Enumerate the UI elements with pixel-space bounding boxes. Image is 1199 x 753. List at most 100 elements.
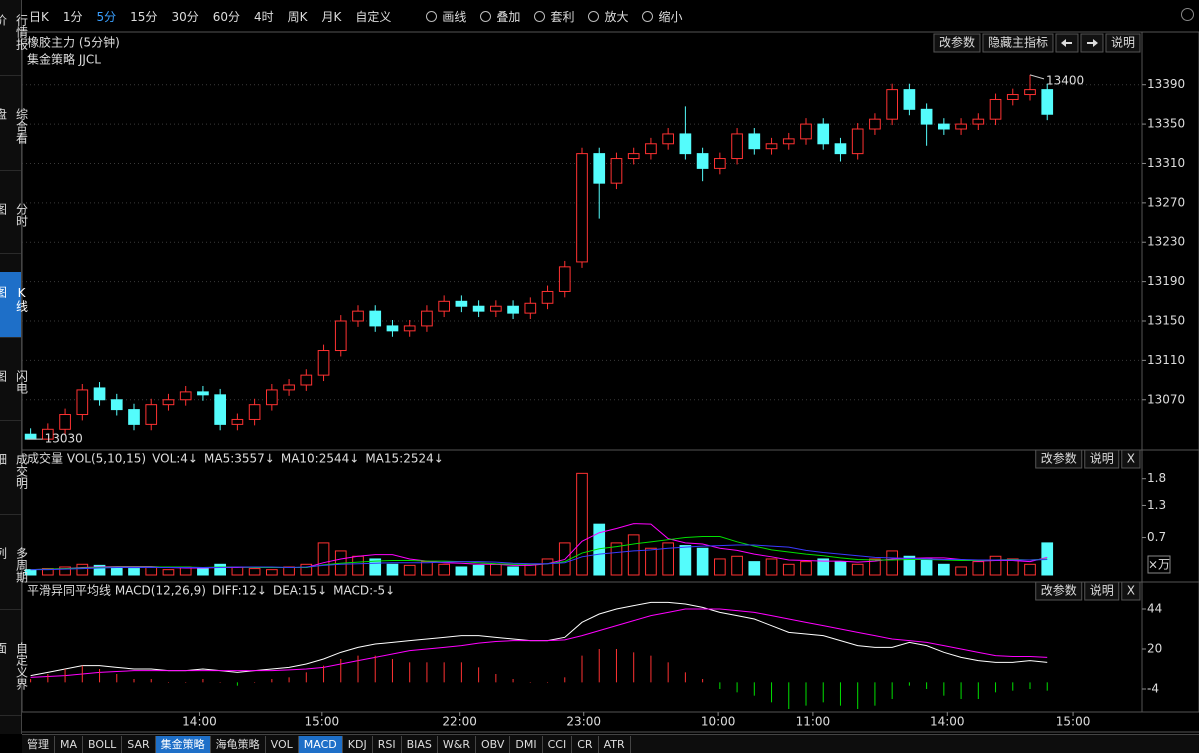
candle-body — [352, 310, 364, 322]
tool-button[interactable]: 叠加 — [480, 8, 520, 25]
button-box — [1035, 449, 1083, 469]
side-tab[interactable]: 综合看盘 — [0, 94, 29, 171]
indicator-tab[interactable]: 集金策略 — [155, 735, 211, 753]
panel-button[interactable]: 改参数 — [1035, 449, 1083, 469]
period-button[interactable]: 4时 — [254, 9, 274, 24]
period-button[interactable]: 5分 — [96, 9, 117, 24]
side-tab[interactable]: 闪电图 — [0, 356, 29, 421]
period-button[interactable]: 月K — [321, 9, 342, 24]
panel-button[interactable]: 说明 — [1105, 33, 1141, 53]
arrow-icon — [1060, 39, 1072, 47]
panel-button[interactable]: X — [1121, 449, 1141, 469]
side-tab[interactable]: 分时图 — [0, 189, 29, 254]
tool-button[interactable]: 放大 — [588, 8, 628, 25]
candle-body — [714, 158, 726, 169]
y-tick-label: 20 — [1147, 642, 1162, 656]
side-tab[interactable]: 成交明细 — [0, 439, 29, 516]
volume-bar — [438, 563, 450, 576]
side-tab[interactable]: K线图 — [0, 271, 29, 339]
period-button[interactable]: 日K — [29, 9, 49, 24]
period-button[interactable]: 30分 — [171, 9, 199, 24]
period-button[interactable]: 15分 — [130, 9, 158, 24]
indicator-tab[interactable]: VOL — [266, 735, 299, 753]
panel-button[interactable]: 说明 — [1084, 581, 1120, 601]
panel-button[interactable]: 改参数 — [933, 33, 981, 53]
volume-bar — [42, 568, 54, 576]
indicator-tab[interactable]: ATR — [599, 735, 631, 753]
x-tick-label: 10:00 — [701, 715, 736, 729]
volume-bar — [1006, 558, 1019, 576]
indicator-tab[interactable]: BIAS — [402, 735, 438, 753]
volume-bar — [162, 569, 175, 576]
period-button[interactable]: 自定义 — [355, 9, 392, 24]
x-tick-label: 22:00 — [442, 715, 477, 729]
button-label: X — [1127, 584, 1135, 598]
side-tab[interactable]: 行情报价 — [0, 0, 29, 77]
volume-bar — [610, 542, 623, 576]
indicator-tab[interactable]: RSI — [373, 735, 402, 753]
y-tick-label: 13230 — [1147, 235, 1185, 249]
candle-body — [886, 89, 898, 120]
indicator-tab[interactable]: DMI — [510, 735, 543, 753]
indicator-tab[interactable]: MA — [55, 735, 84, 753]
tool-label: 缩小 — [658, 9, 683, 24]
candle-body — [76, 389, 89, 416]
volume-bar — [93, 564, 106, 576]
candle-body — [128, 409, 140, 425]
volume-bar — [765, 558, 778, 576]
candle-body — [283, 384, 295, 391]
candle-body — [214, 394, 226, 425]
candle-body — [1041, 89, 1054, 115]
volume-bar — [403, 564, 416, 576]
button-box — [1121, 449, 1141, 469]
tool-label: 套利 — [550, 9, 575, 24]
period-button[interactable]: 1分 — [62, 9, 83, 24]
y-tick-label: 13110 — [1147, 353, 1185, 367]
volume-bar — [938, 563, 950, 576]
candle-body — [266, 389, 278, 406]
indicator-tab[interactable]: MACD — [298, 735, 343, 753]
tool-button[interactable]: 画线 — [426, 8, 466, 25]
button-box — [1084, 449, 1120, 469]
candle-body — [386, 325, 399, 332]
period-button[interactable]: 周K — [287, 9, 308, 24]
indicator-tab[interactable]: SAR — [122, 735, 156, 753]
indicator-tab[interactable]: 海龟策略 — [211, 735, 266, 753]
side-tab[interactable]: 多周期列 — [0, 533, 29, 610]
y-tick-label: 13390 — [1147, 77, 1185, 91]
side-tab[interactable]: 自定义界面 — [0, 628, 29, 717]
indicator-tab[interactable]: CCI — [543, 735, 573, 753]
arrow-button[interactable] — [1055, 33, 1079, 53]
y-tick-label: -4 — [1147, 682, 1159, 696]
candle-body — [24, 433, 37, 440]
candle-body — [42, 428, 54, 440]
panel-button[interactable]: X — [1121, 581, 1141, 601]
period-button[interactable]: 60分 — [212, 9, 240, 24]
panel-button[interactable]: 改参数 — [1035, 581, 1083, 601]
candle-body — [541, 290, 554, 304]
tool-button[interactable]: 套利 — [534, 8, 574, 25]
candle-body — [903, 89, 916, 110]
panel-button[interactable]: 隐藏主指标 — [982, 33, 1054, 53]
candle-body — [782, 138, 795, 145]
tool-button[interactable]: 缩小 — [642, 8, 682, 25]
candle-body — [696, 153, 709, 169]
settings-icon[interactable] — [1181, 8, 1194, 21]
indicator-tab[interactable]: KDJ — [343, 735, 373, 753]
legend-entry: MACD:-5↓ — [333, 584, 395, 598]
x-tick-label: 11:00 — [796, 715, 831, 729]
indicator-tab[interactable]: 管理 — [22, 735, 55, 753]
button-label: 说明 — [1090, 583, 1114, 598]
indicator-tab[interactable]: W&R — [438, 735, 476, 753]
tool-icon — [588, 10, 600, 22]
indicator-tab[interactable]: BOLL — [83, 735, 123, 753]
panel-button[interactable]: 说明 — [1084, 449, 1120, 469]
high-marker-label: 13400 — [1046, 73, 1084, 87]
indicator-tab[interactable]: OBV — [476, 735, 511, 753]
volume-bar — [714, 558, 726, 576]
arrow-button[interactable] — [1080, 33, 1104, 53]
y-tick-label: 13270 — [1147, 195, 1185, 209]
button-label: 说明 — [1111, 35, 1135, 50]
indicator-tab[interactable]: CR — [572, 735, 599, 753]
